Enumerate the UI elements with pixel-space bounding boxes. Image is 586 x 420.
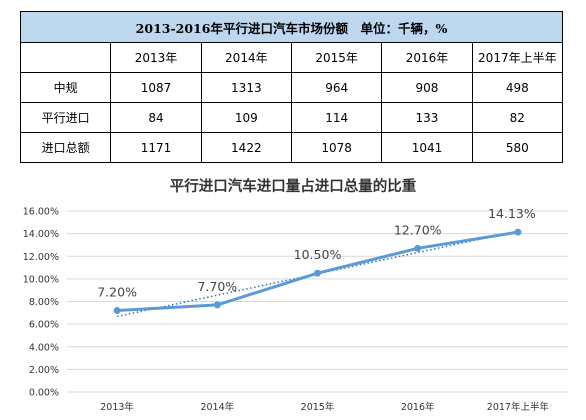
table-cell: 498 xyxy=(471,72,564,103)
y-tick-label: 6.00% xyxy=(29,320,59,331)
data-label: 10.50% xyxy=(294,247,342,262)
data-point xyxy=(514,228,522,236)
table-cell: 580 xyxy=(471,132,564,163)
y-tick-label: 4.00% xyxy=(29,342,59,353)
table-cell: 1087 xyxy=(110,72,202,103)
x-tick-label: 2013年 xyxy=(100,401,134,413)
table-row-label: 平行进口 xyxy=(19,102,112,133)
table-cell: 82 xyxy=(471,102,564,133)
market-share-table: 2013-2016年平行进口汽车市场份额 单位：千辆，% 2013年 2014年… xyxy=(19,11,564,163)
table-row-label: 中规 xyxy=(19,72,112,103)
y-tick-label: 10.00% xyxy=(23,274,59,285)
table-row: 中规 1087 1313 964 908 498 xyxy=(19,72,564,103)
data-label: 7.20% xyxy=(97,285,137,300)
y-tick-label: 12.00% xyxy=(23,252,59,263)
table-cell: 1422 xyxy=(200,132,292,163)
y-tick-label: 14.00% xyxy=(23,229,59,240)
y-tick-label: 8.00% xyxy=(29,297,59,308)
data-point xyxy=(213,301,221,309)
data-point xyxy=(414,244,422,252)
y-tick-label: 0.00% xyxy=(29,388,59,399)
data-label: 7.70% xyxy=(197,279,237,294)
table-row-label: 进口总额 xyxy=(19,132,112,163)
table-cell: 1078 xyxy=(290,132,383,163)
table-row: 进口总额 1171 1422 1078 1041 580 xyxy=(19,132,564,163)
table-cell: 84 xyxy=(110,102,202,133)
table-cell: 1171 xyxy=(110,132,202,163)
x-tick-label: 2014年 xyxy=(200,401,234,413)
x-tick-label: 2016年 xyxy=(401,401,435,413)
table-cell: 964 xyxy=(290,72,383,103)
table-title: 2013-2016年平行进口汽车市场份额 单位：千辆，% xyxy=(20,11,563,43)
table-row: 平行进口 84 109 114 133 82 xyxy=(19,102,564,133)
table-cell: 1041 xyxy=(381,132,473,163)
table-header-cell: 2016年 xyxy=(381,42,473,73)
data-point xyxy=(314,269,321,277)
data-label: 12.70% xyxy=(394,222,442,237)
data-point xyxy=(113,307,121,315)
x-tick-label: 2015年 xyxy=(301,401,335,413)
table-header-cell: 2017年上半年 xyxy=(471,42,564,73)
y-tick-label: 2.00% xyxy=(29,365,59,376)
y-tick-label: 16.00% xyxy=(23,207,59,218)
x-tick-label: 2017年上半年 xyxy=(487,401,550,413)
table-header-row: 2013年 2014年 2015年 2016年 2017年上半年 xyxy=(19,42,564,73)
data-label: 14.13% xyxy=(488,206,536,221)
chart-title: 平行进口汽车进口量占进口总量的比重 xyxy=(169,178,417,195)
